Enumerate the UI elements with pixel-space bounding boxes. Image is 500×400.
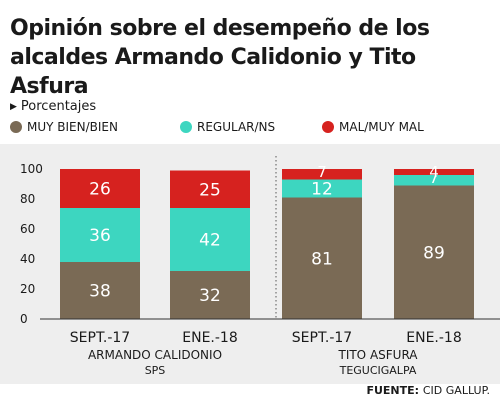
data-label: 7 <box>429 169 439 187</box>
legend-label-mal: MAL/MUY MAL <box>339 120 424 134</box>
bar-segment <box>60 169 140 208</box>
group-subname-label: SPS <box>145 364 166 377</box>
y-tick-label: 100 <box>20 162 43 176</box>
legend: MUY BIEN/BIEN REGULAR/NS MAL/MUY MAL <box>10 120 490 136</box>
data-label: 38 <box>89 282 111 302</box>
bar-segment <box>394 169 474 175</box>
data-label: 81 <box>311 249 333 269</box>
data-label: 7 <box>317 163 327 181</box>
legend-swatch-regular <box>180 121 192 133</box>
bar-segment <box>60 208 140 262</box>
group-subname-label: TEGUCIGALPA <box>339 364 417 377</box>
legend-swatch-mal <box>322 121 334 133</box>
title-line-1: Opinión sobre el desempeño de los <box>10 16 430 41</box>
data-label: 25 <box>199 180 221 200</box>
data-label: 26 <box>89 180 111 200</box>
data-label: 89 <box>423 243 445 263</box>
bar-segment <box>170 271 250 319</box>
x-tick-label: ENE.-18 <box>406 330 461 346</box>
group-name-label: ARMANDO CALIDONIO <box>88 348 222 362</box>
x-tick-label: SEPT.-17 <box>292 330 352 346</box>
y-tick-label: 20 <box>20 282 35 296</box>
legend-label-muy-bien: MUY BIEN/BIEN <box>27 120 118 134</box>
data-label: 12 <box>311 180 333 200</box>
legend-swatch-muy-bien <box>10 121 22 133</box>
bar-segment <box>170 170 250 208</box>
triangle-icon: ▶ <box>10 101 17 112</box>
data-label: 42 <box>199 231 221 251</box>
bar-segment <box>394 185 474 319</box>
y-tick-label: 40 <box>20 252 35 266</box>
title-line-2: alcaldes Armando Calidonio y Tito Asfura <box>10 45 416 99</box>
bar-segment <box>60 262 140 319</box>
data-label: 36 <box>89 226 111 246</box>
group-name-label: TITO ASFURA <box>337 348 418 362</box>
y-tick-label: 60 <box>20 222 35 236</box>
bar-segment <box>282 197 362 319</box>
data-label: 32 <box>199 286 221 306</box>
x-tick-label: ENE.-18 <box>182 330 237 346</box>
y-tick-label: 80 <box>20 192 35 206</box>
source-label: FUENTE: <box>366 384 420 397</box>
bar-segment <box>282 169 362 180</box>
legend-item-muy-bien: MUY BIEN/BIEN <box>10 120 118 134</box>
chart-title: Opinión sobre el desempeño de los alcald… <box>10 14 490 101</box>
bar-segment <box>282 179 362 198</box>
legend-item-mal: MAL/MUY MAL <box>322 120 424 134</box>
data-label: 4 <box>429 163 439 181</box>
chart-area: 0 20 40 60 80 100 38 36 26 32 42 25 81 12 7 89 7 4 SEPT.-1… <box>0 144 500 384</box>
source-note: FUENTE: CID GALLUP. <box>366 384 490 397</box>
units-text: Porcentajes <box>20 99 97 114</box>
bar-segment <box>394 175 474 186</box>
y-tick-label: 0 <box>20 312 28 326</box>
source-name: CID GALLUP. <box>422 384 490 397</box>
x-tick-label: SEPT.-17 <box>70 330 130 346</box>
legend-item-regular: REGULAR/NS <box>180 120 275 134</box>
units-label: ▶ Porcentajes <box>10 99 96 114</box>
stacked-bar-chart: 020406080100383626324225811278974SEPT.-1… <box>20 156 500 377</box>
bar-segment <box>170 208 250 271</box>
legend-label-regular: REGULAR/NS <box>197 120 276 134</box>
